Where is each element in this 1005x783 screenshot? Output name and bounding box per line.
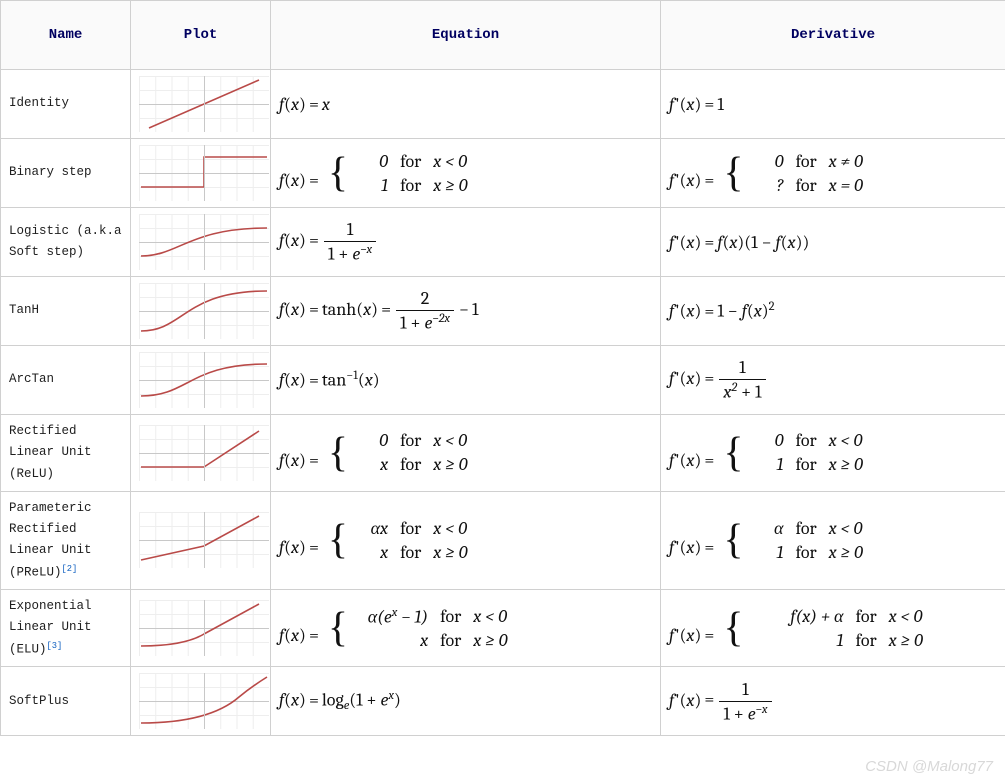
table-row: ArcTan f(x)=tan−1(x)f '(x)=1x2 + 1 [1, 346, 1005, 415]
function-derivative: f '(x)={0forx < 01forx ≥ 0 [661, 415, 1005, 492]
function-name: Binary step [1, 139, 131, 208]
function-derivative: f '(x)=f(x)(1 − f(x)) [661, 208, 1005, 277]
table-row: Identity f(x)=xf '(x)=1 [1, 70, 1005, 139]
function-name: ExponentialLinear Unit(ELU)[3] [1, 590, 131, 667]
function-name: ParametericRectifiedLinear Unit(PReLU)[2… [1, 491, 131, 589]
table-row: Binary step f(x)={0forx < 01forx ≥ 0f '(x… [1, 139, 1005, 208]
function-name: TanH [1, 277, 131, 346]
table-row: SoftPlus f(x)=loge(1 + ex)f '(x)=11 + e−x [1, 667, 1005, 736]
activation-functions-table: Name Plot Equation Derivative Identity f(… [0, 0, 1005, 736]
function-name: Identity [1, 70, 131, 139]
function-equation: f(x)={0forx < 0xforx ≥ 0 [271, 415, 661, 492]
table-body: Identity f(x)=xf '(x)=1 Binary step f(x)={0… [1, 70, 1005, 736]
col-header-equation: Equation [271, 1, 661, 70]
function-derivative: f '(x)=11 + e−x [661, 667, 1005, 736]
watermark: CSDN @Malong77 [865, 758, 993, 775]
function-equation: f(x)=11 + e−x [271, 208, 661, 277]
table-row: ExponentialLinear Unit(ELU)[3] f(x)={α(ex… [1, 590, 1005, 667]
function-equation: f(x)=tanh(x)=21 + e−2x−1 [271, 277, 661, 346]
function-derivative: f '(x)={f(x) + αforx < 01forx ≥ 0 [661, 590, 1005, 667]
function-equation: f(x)=x [271, 70, 661, 139]
function-plot [131, 208, 271, 277]
table-row: TanH f(x)=tanh(x)=21 + e−2x−1f '(x)=1 − f… [1, 277, 1005, 346]
function-plot [131, 346, 271, 415]
function-equation: f(x)={α(ex − 1)forx < 0xforx ≥ 0 [271, 590, 661, 667]
function-name: RectifiedLinear Unit(ReLU) [1, 415, 131, 492]
col-header-derivative: Derivative [661, 1, 1005, 70]
function-name: SoftPlus [1, 667, 131, 736]
table-row: RectifiedLinear Unit(ReLU) f(x)={0forx < … [1, 415, 1005, 492]
function-plot [131, 139, 271, 208]
function-plot [131, 277, 271, 346]
function-derivative: f '(x)={αforx < 01forx ≥ 0 [661, 491, 1005, 589]
col-header-plot: Plot [131, 1, 271, 70]
function-plot [131, 667, 271, 736]
table-header: Name Plot Equation Derivative [1, 1, 1005, 70]
function-equation: f(x)={αxforx < 0xforx ≥ 0 [271, 491, 661, 589]
function-plot [131, 415, 271, 492]
function-equation: f(x)={0forx < 01forx ≥ 0 [271, 139, 661, 208]
col-header-name: Name [1, 1, 131, 70]
function-plot [131, 590, 271, 667]
table-row: Logistic (a.k.aSoft step) f(x)=11 + e−xf … [1, 208, 1005, 277]
function-equation: f(x)=tan−1(x) [271, 346, 661, 415]
function-plot [131, 491, 271, 589]
table-row: ParametericRectifiedLinear Unit(PReLU)[2… [1, 491, 1005, 589]
function-name: Logistic (a.k.aSoft step) [1, 208, 131, 277]
function-derivative: f '(x)={0forx ≠ 0?forx = 0 [661, 139, 1005, 208]
function-derivative: f '(x)=1 − f(x)2 [661, 277, 1005, 346]
function-derivative: f '(x)=1x2 + 1 [661, 346, 1005, 415]
function-equation: f(x)=loge(1 + ex) [271, 667, 661, 736]
function-name: ArcTan [1, 346, 131, 415]
function-derivative: f '(x)=1 [661, 70, 1005, 139]
function-plot [131, 70, 271, 139]
